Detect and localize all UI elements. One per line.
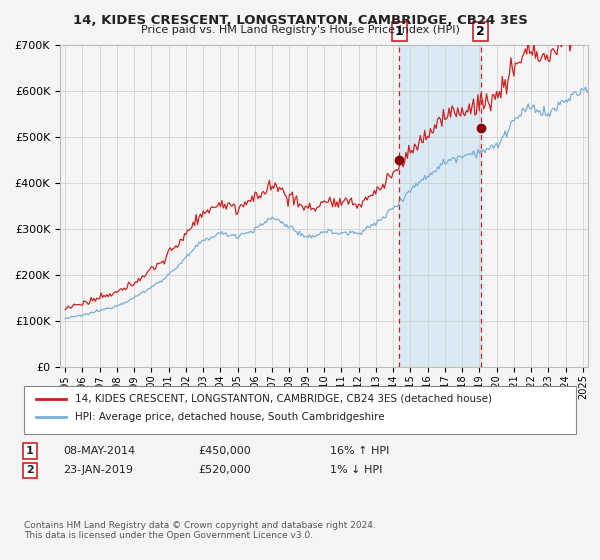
Text: £450,000: £450,000: [198, 446, 251, 456]
Text: £520,000: £520,000: [198, 465, 251, 475]
Text: 2: 2: [26, 465, 34, 475]
Text: 14, KIDES CRESCENT, LONGSTANTON, CAMBRIDGE, CB24 3ES (detached house): 14, KIDES CRESCENT, LONGSTANTON, CAMBRID…: [75, 394, 492, 404]
Text: 1: 1: [26, 446, 34, 456]
Text: HPI: Average price, detached house, South Cambridgeshire: HPI: Average price, detached house, Sout…: [75, 412, 385, 422]
Text: 08-MAY-2014: 08-MAY-2014: [63, 446, 135, 456]
Text: 16% ↑ HPI: 16% ↑ HPI: [330, 446, 389, 456]
Text: 2: 2: [476, 25, 485, 38]
Text: 1: 1: [395, 25, 403, 38]
Text: 23-JAN-2019: 23-JAN-2019: [63, 465, 133, 475]
Text: 1% ↓ HPI: 1% ↓ HPI: [330, 465, 382, 475]
Bar: [399, 45, 481, 367]
Text: 14, KIDES CRESCENT, LONGSTANTON, CAMBRIDGE, CB24 3ES: 14, KIDES CRESCENT, LONGSTANTON, CAMBRID…: [73, 14, 527, 27]
Text: Contains HM Land Registry data © Crown copyright and database right 2024.
This d: Contains HM Land Registry data © Crown c…: [24, 521, 376, 540]
Text: Price paid vs. HM Land Registry's House Price Index (HPI): Price paid vs. HM Land Registry's House …: [140, 25, 460, 35]
